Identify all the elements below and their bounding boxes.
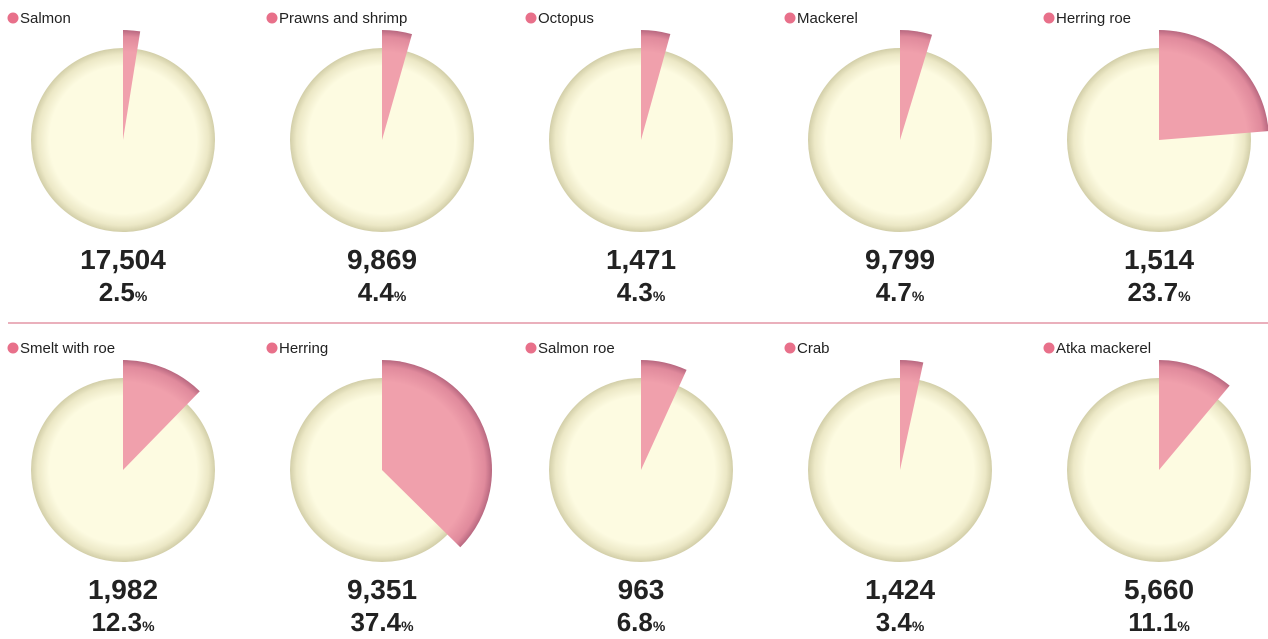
legend-dot — [266, 342, 278, 354]
count-label: 1,471 — [606, 244, 676, 275]
legend-dot — [784, 342, 796, 354]
series-name: Atka mackerel — [1056, 340, 1151, 357]
percent-label: 4.3% — [617, 277, 666, 307]
series-name: Mackerel — [797, 10, 858, 27]
pie-slice — [123, 30, 141, 140]
pie-slice — [1159, 30, 1268, 140]
percent-label: 3.4% — [876, 607, 925, 637]
legend-dot — [7, 342, 19, 354]
series-name: Herring — [279, 340, 328, 357]
count-label: 5,660 — [1124, 574, 1194, 605]
count-label: 1,982 — [88, 574, 158, 605]
percent-unit: % — [401, 618, 414, 634]
percent-unit: % — [135, 288, 148, 304]
pie-slice — [900, 30, 933, 140]
percent-value: 3.4 — [876, 607, 913, 637]
pie-slice — [641, 30, 671, 140]
pie-slice — [123, 360, 200, 470]
percent-value: 4.3 — [617, 277, 653, 307]
percent-label: 4.7% — [876, 277, 925, 307]
series-name: Prawns and shrimp — [279, 10, 407, 27]
count-label: 9,869 — [347, 244, 417, 275]
count-label: 17,504 — [80, 244, 166, 275]
percent-label: 23.7% — [1127, 277, 1191, 307]
pie-slice — [382, 360, 492, 548]
percent-value: 12.3 — [91, 607, 142, 637]
legend-dot — [1043, 342, 1055, 354]
legend-dot — [7, 12, 19, 24]
legend-dot — [525, 12, 537, 24]
percent-value: 6.8 — [617, 607, 653, 637]
percent-unit: % — [1178, 288, 1191, 304]
percent-label: 4.4% — [358, 277, 407, 307]
percent-label: 11.1% — [1128, 607, 1190, 637]
percent-unit: % — [394, 288, 407, 304]
percent-value: 4.4 — [358, 277, 395, 307]
series-name: Salmon — [20, 10, 71, 27]
count-label: 9,799 — [865, 244, 935, 275]
slice-group — [382, 30, 413, 140]
count-label: 1,514 — [1124, 244, 1194, 275]
series-name: Crab — [797, 340, 830, 357]
slice-group — [641, 30, 671, 140]
percent-value: 11.1 — [1128, 607, 1177, 637]
series-name: Herring roe — [1056, 10, 1131, 27]
slice-group — [900, 30, 933, 140]
percent-label: 6.8% — [617, 607, 666, 637]
count-label: 963 — [618, 574, 665, 605]
series-name: Octopus — [538, 10, 594, 27]
slice-group — [1159, 360, 1230, 470]
legend-dot — [525, 342, 537, 354]
percent-unit: % — [142, 618, 155, 634]
slice-group — [900, 360, 924, 470]
slice-group — [641, 360, 687, 470]
percent-unit: % — [912, 618, 925, 634]
percent-value: 37.4 — [350, 607, 401, 637]
pie-slice — [382, 30, 413, 140]
slice-group — [123, 30, 141, 140]
slice-group — [123, 360, 200, 470]
percent-label: 12.3% — [91, 607, 155, 637]
slice-group — [382, 360, 492, 548]
series-name: Smelt with roe — [20, 340, 115, 357]
legend-dot — [1043, 12, 1055, 24]
percent-unit: % — [653, 618, 666, 634]
percent-unit: % — [912, 288, 925, 304]
percent-label: 37.4% — [350, 607, 414, 637]
pie-slice — [1159, 360, 1230, 470]
pie-slice — [900, 360, 924, 470]
count-label: 1,424 — [865, 574, 935, 605]
percent-label: 2.5% — [99, 277, 148, 307]
count-label: 9,351 — [347, 574, 417, 605]
percent-unit: % — [1177, 618, 1190, 634]
legend-dot — [266, 12, 278, 24]
legend-dot — [784, 12, 796, 24]
series-name: Salmon roe — [538, 340, 615, 357]
pie-slice — [641, 360, 687, 470]
slice-group — [1159, 30, 1268, 140]
percent-value: 4.7 — [876, 277, 912, 307]
percent-unit: % — [653, 288, 666, 304]
percent-value: 23.7 — [1127, 277, 1178, 307]
percent-value: 2.5 — [99, 277, 135, 307]
